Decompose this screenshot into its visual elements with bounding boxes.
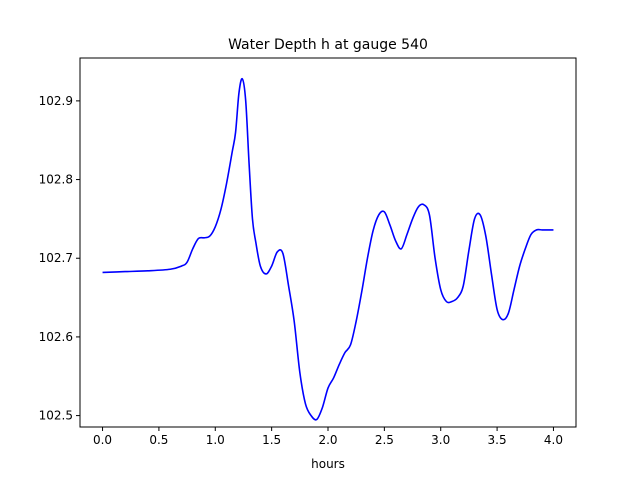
y-tick-label: 102.6: [39, 330, 73, 344]
x-tick-label: 3.5: [488, 433, 507, 447]
y-tick-label: 102.7: [39, 251, 73, 265]
x-axis-label: hours: [311, 457, 345, 471]
x-tick-label: 0.0: [93, 433, 112, 447]
x-tick-label: 2.5: [375, 433, 394, 447]
plot-background: [80, 58, 576, 427]
x-tick-label: 3.0: [431, 433, 450, 447]
x-axis: 0.0 0.5 1.0 1.5 2.0 2.5 3.0 3.5 4.0: [93, 427, 563, 447]
y-tick-label: 102.5: [39, 409, 73, 423]
x-tick-label: 1.0: [206, 433, 225, 447]
series-layer: [102, 77, 554, 421]
x-tick-label: 1.5: [262, 433, 281, 447]
y-axis: 102.5 102.6 102.7 102.8 102.9: [39, 94, 80, 423]
x-tick-label: 2.0: [318, 433, 337, 447]
plot-frame: [79, 57, 577, 428]
x-tick-label: 4.0: [544, 433, 563, 447]
y-tick-label: 102.9: [39, 94, 73, 108]
y-tick-label: 102.8: [39, 173, 73, 187]
x-tick-label: 0.5: [149, 433, 168, 447]
series-line-0: [102, 77, 554, 421]
chart-title: Water Depth h at gauge 540: [228, 37, 428, 53]
plot-area: [80, 58, 576, 427]
